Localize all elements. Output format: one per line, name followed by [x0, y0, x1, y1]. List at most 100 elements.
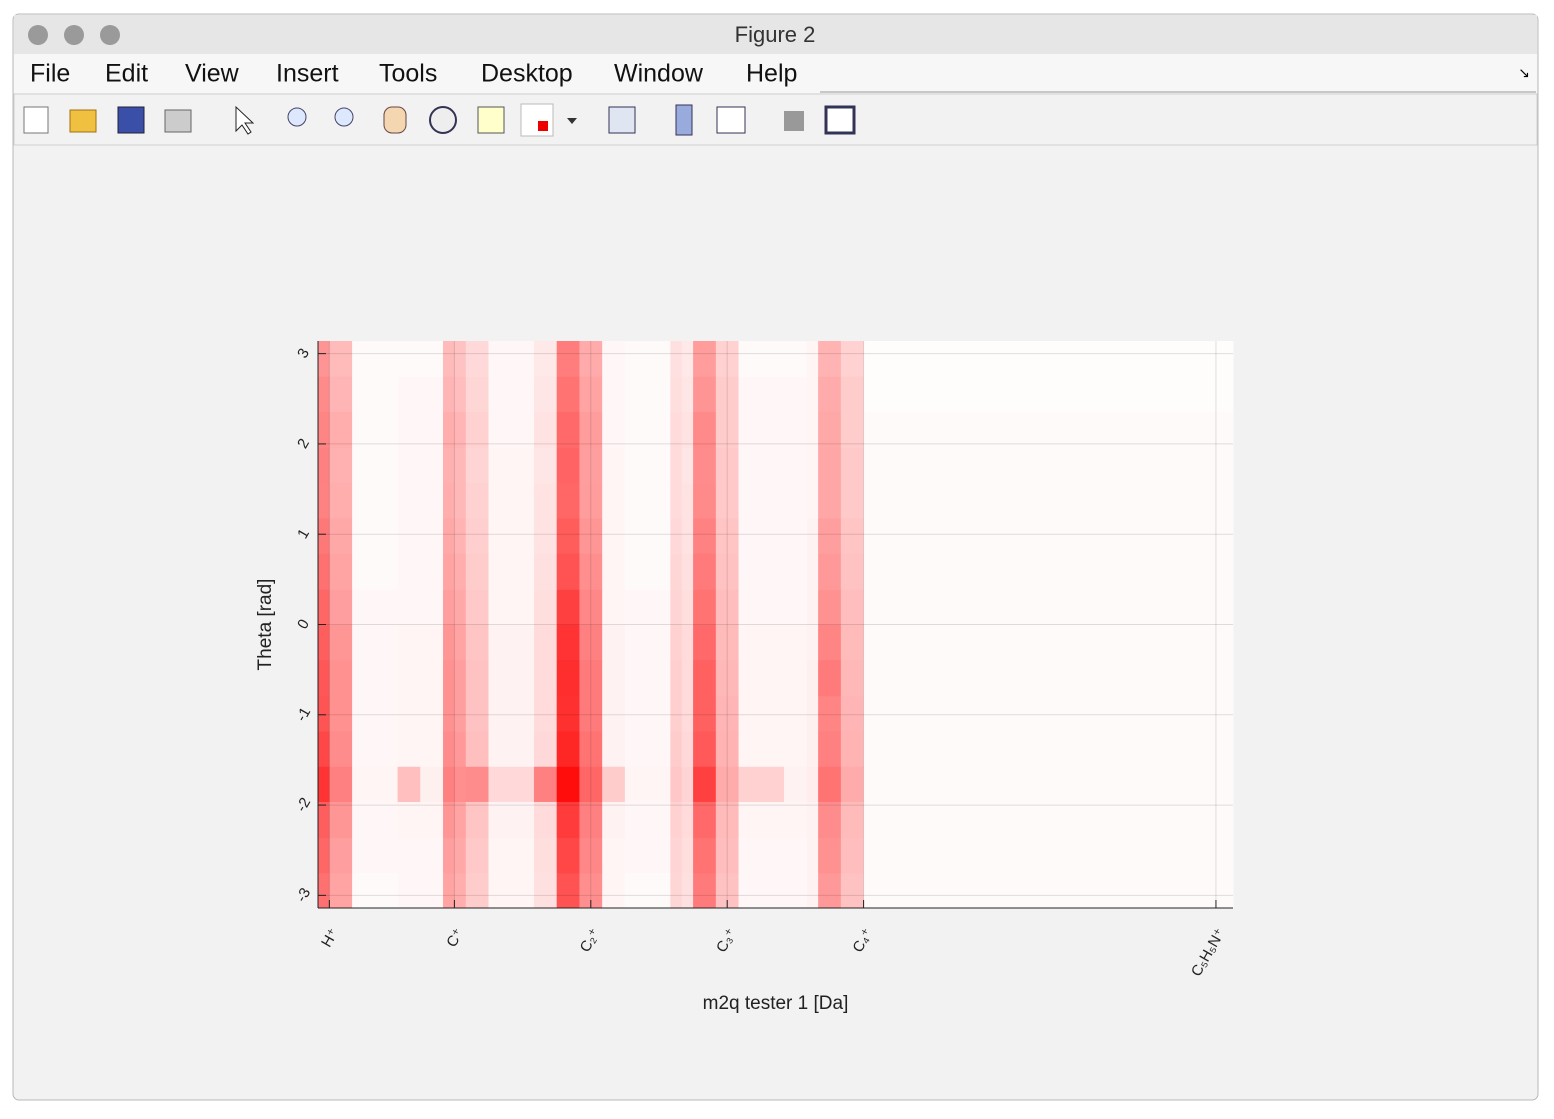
heatmap-cell: [602, 589, 626, 625]
heatmap-cell: [465, 553, 489, 590]
heatmap-cell: [670, 589, 683, 625]
menu-bar: [14, 54, 1537, 93]
heatmap-cell: [579, 589, 603, 625]
rotate-icon[interactable]: [429, 106, 457, 134]
link-icon[interactable]: [608, 106, 636, 134]
heatmap-cell: [488, 376, 535, 412]
heatmap-cell: [681, 837, 694, 874]
zoom-out-icon[interactable]: [334, 107, 354, 127]
heatmap-cell: [863, 447, 1234, 484]
brush-icon[interactable]: [520, 103, 554, 137]
heatmap-cell: [806, 872, 819, 909]
heatmap-cell: [420, 376, 444, 412]
heatmap-cell: [397, 837, 421, 874]
heatmap-cell: [863, 553, 1234, 590]
heatmap-cell: [352, 482, 399, 519]
heatmap-cell: [806, 624, 819, 661]
legend-icon[interactable]: [716, 106, 746, 134]
save-icon[interactable]: [117, 106, 145, 134]
heatmap-cell: [806, 517, 819, 554]
heatmap-cell: [863, 766, 1234, 802]
heatmap-cell: [420, 801, 444, 839]
menu-item[interactable]: File: [30, 60, 70, 88]
heatmap-cell: [329, 553, 353, 590]
heatmap-cell: [693, 801, 717, 839]
heatmap-cell: [556, 482, 580, 519]
hide-tools-icon[interactable]: [784, 111, 804, 131]
heatmap-cell: [670, 695, 683, 732]
heatmap-cell: [602, 695, 626, 732]
open-icon[interactable]: [69, 109, 97, 133]
heatmap-cell: [488, 731, 535, 767]
heatmap-cell: [329, 341, 353, 377]
heatmap-cell: [556, 411, 580, 449]
heatmap-cell: [420, 517, 444, 554]
heatmap-cell: [352, 872, 399, 909]
heatmap-cell: [738, 447, 785, 484]
dock-arrow[interactable]: ↘: [1518, 65, 1530, 81]
menu-item[interactable]: View: [185, 60, 240, 88]
heatmap-cell: [624, 553, 671, 590]
heatmap-cell: [397, 589, 421, 625]
heatmap-cell: [329, 766, 353, 802]
heatmap-cell: [840, 731, 865, 767]
heatmap-cell: [556, 376, 580, 412]
minimize-button[interactable]: [64, 25, 84, 45]
heatmap-cell: [465, 766, 489, 802]
heatmap-cell: [863, 731, 1234, 767]
heatmap-cell: [806, 411, 819, 449]
print-icon[interactable]: [164, 109, 192, 133]
heatmap-cell: [818, 482, 842, 519]
heatmap-cell: [454, 837, 467, 874]
heatmap-cell: [556, 837, 580, 874]
menu-item[interactable]: Edit: [105, 60, 148, 88]
heatmap-cell: [806, 589, 819, 625]
heatmap-cell: [533, 341, 558, 377]
heatmap-cell: [670, 801, 683, 839]
heatmap-cell: [624, 624, 671, 661]
zoom-in-icon[interactable]: [287, 107, 307, 127]
heatmap-cell: [818, 447, 842, 484]
heatmap-cell: [602, 411, 626, 449]
pan-icon[interactable]: [383, 106, 407, 134]
heatmap-cell: [579, 659, 603, 697]
heatmap-cell: [329, 659, 353, 697]
menu-item[interactable]: Tools: [379, 60, 437, 88]
heatmap-cell: [420, 624, 444, 661]
heatmap-cell: [420, 589, 444, 625]
heatmap-cell: [681, 872, 694, 909]
heatmap-cell: [818, 517, 842, 554]
heatmap-cell: [681, 482, 694, 519]
heatmap-cell: [693, 411, 717, 449]
colorbar-icon[interactable]: [675, 104, 693, 136]
new-icon[interactable]: [23, 106, 49, 134]
zoom-button[interactable]: [100, 25, 120, 45]
heatmap-cell: [681, 659, 694, 697]
heatmap-cell: [840, 695, 865, 732]
heatmap-cell: [533, 411, 558, 449]
heatmap-cell: [670, 411, 683, 449]
heatmap-cell: [420, 766, 444, 802]
menu-item[interactable]: Help: [746, 60, 797, 88]
heatmap-cell: [784, 589, 808, 625]
heatmap-cell: [352, 376, 399, 412]
show-tools-icon[interactable]: [824, 105, 856, 135]
datatip-icon[interactable]: [477, 106, 505, 134]
heatmap-cell: [624, 801, 671, 839]
menu-item[interactable]: Window: [614, 60, 704, 88]
heatmap-cell: [840, 517, 865, 554]
heatmap-cell: [670, 341, 683, 377]
heatmap-cell: [693, 482, 717, 519]
heatmap-cell: [818, 624, 842, 661]
heatmap-cell: [443, 482, 455, 519]
heatmap-cell: [465, 482, 489, 519]
brush-dropdown[interactable]: [567, 118, 577, 124]
menu-item[interactable]: Insert: [276, 60, 339, 88]
heatmap-cell: [488, 624, 535, 661]
heatmap-cell: [715, 553, 740, 590]
heatmap-cell: [579, 801, 603, 839]
heatmap-cell: [454, 482, 467, 519]
close-button[interactable]: [28, 25, 48, 45]
pointer-icon[interactable]: [235, 105, 255, 135]
menu-item[interactable]: Desktop: [481, 60, 573, 88]
